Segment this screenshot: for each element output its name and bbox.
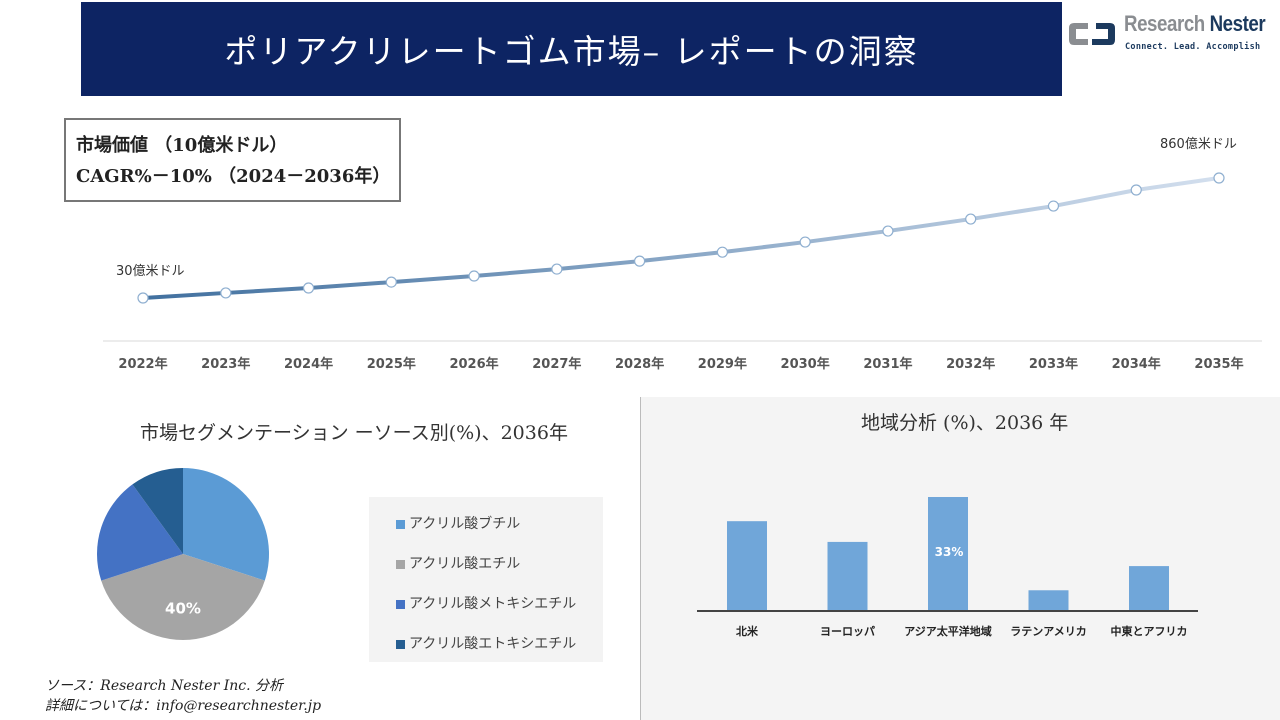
logo-name-part1: Research: [1124, 11, 1205, 36]
bar: [928, 497, 968, 611]
x-tick-label: 2023年: [201, 356, 250, 372]
legend-swatch: [396, 599, 405, 609]
research-nester-logo: Research Nester Connect. Lead. Accomplis…: [1064, 12, 1280, 60]
series-line: [142, 176, 1220, 300]
legend-label: アクリル酸ブチル: [409, 516, 521, 532]
pie-chart-title: 市場セグメンテーション ーソース別(%)、2036年: [140, 422, 568, 444]
contact-line: 詳細については：info@researchnester.jp: [45, 698, 322, 714]
legend-swatch: [396, 559, 405, 569]
regional-bar-chart: 北米 ヨーロッパ 33% アジア太平洋地域 ラテンアメリカ 中東とアフリカ: [697, 497, 1198, 638]
market-value-label: 市場価値 （10億米ドル）: [76, 135, 288, 156]
data-point: [385, 276, 397, 288]
legend-item: アクリル酸ブチル: [369, 505, 603, 543]
data-point: [965, 213, 977, 225]
x-tick-label: ラテンアメリカ: [1010, 625, 1086, 638]
data-point: [799, 236, 811, 248]
pie-slice: [97, 484, 183, 581]
x-tick-label: 2022年: [118, 356, 167, 372]
x-tick-label: 2030年: [781, 356, 830, 372]
x-tick-label: 2034年: [1112, 356, 1161, 372]
data-point: [468, 270, 480, 282]
data-point: [220, 287, 232, 299]
x-tick-label: 中東とアフリカ: [1111, 624, 1188, 638]
logo-name: Research Nester: [1124, 11, 1266, 36]
x-tick-label: 2025年: [367, 356, 416, 372]
legend-item: アクリル酸エチル: [369, 545, 603, 583]
end-value-label: 860億米ドル: [1160, 136, 1237, 152]
legend-label: アクリル酸エトキシエチル: [409, 636, 577, 652]
bar-chart-title: 地域分析 (%)、2036 年: [861, 412, 1069, 434]
source-line: ソース：Research Nester Inc. 分析: [45, 678, 284, 694]
header-banner: ポリアクリレートゴム市場– レポートの洞察: [81, 2, 1062, 96]
bar: [727, 521, 767, 611]
data-point: [716, 246, 728, 258]
legend-item: アクリル酸メトキシエチル: [369, 585, 603, 623]
pie-legend: アクリル酸ブチル アクリル酸エチルアクリル酸メトキシエチル アクリル酸エトキシエチル: [369, 497, 603, 662]
x-tick-label: 2024年: [284, 356, 333, 372]
x-tick-label: 2032年: [946, 356, 995, 372]
x-tick-label: 2027年: [532, 356, 581, 372]
x-tick-label: 2031年: [863, 356, 912, 372]
market-line-chart: 2022年 2023年 2024年 2025年 2026年 2027年 2028年 2029年…: [103, 136, 1262, 372]
x-tick-label: 2028年: [615, 356, 664, 372]
data-point: [882, 225, 894, 237]
pie-slice: [132, 468, 183, 554]
bar: [1129, 566, 1169, 611]
cagr-label: CAGR%－10% （2024－2036年）: [76, 166, 391, 187]
x-tick-label: ヨーロッパ: [820, 625, 875, 638]
pie-slice: [101, 554, 265, 640]
data-point: [634, 255, 646, 267]
bar-data-label: 33%: [935, 545, 964, 559]
data-point: [1130, 184, 1142, 196]
data-point: [302, 282, 315, 294]
source-note: ソース：Research Nester Inc. 分析 詳細については：info…: [45, 676, 321, 716]
x-tick-label: 2026年: [449, 356, 498, 372]
start-value-label: 30億米ドル: [116, 263, 185, 279]
data-point: [1213, 172, 1225, 184]
regional-panel: 地域分析 (%)、2036 年 北米 ヨーロッパ 33% アジア太平洋地域 ラテンアメリ…: [640, 397, 1280, 720]
data-point: [1047, 200, 1060, 212]
x-tick-label: 2033年: [1029, 356, 1078, 372]
legend-label: アクリル酸メトキシエチル: [409, 596, 577, 612]
pie-data-label: 40%: [165, 599, 201, 617]
legend-swatch: [396, 519, 405, 529]
x-tick-label: アジア太平洋地域: [904, 624, 992, 638]
pie-slice: [183, 468, 269, 581]
legend-swatch: [396, 639, 405, 649]
bar: [1028, 590, 1069, 611]
data-point: [137, 292, 149, 304]
x-tick-label: 2035年: [1194, 356, 1243, 372]
bar: [827, 541, 868, 611]
page-title: ポリアクリレートゴム市場– レポートの洞察: [224, 32, 919, 71]
x-tick-label: 2029年: [698, 356, 747, 372]
market-info-box: 市場価値 （10億米ドル） CAGR%－10% （2024－2036年）: [64, 118, 401, 202]
logo-mark-icon: [1069, 23, 1115, 45]
segment-pie-chart: 40%: [97, 468, 269, 640]
logo-name-part2: Nester: [1209, 11, 1266, 36]
x-tick-label: 北米: [736, 624, 759, 638]
legend-item: アクリル酸エトキシエチル: [369, 625, 603, 663]
legend-label: アクリル酸エチル: [409, 556, 521, 572]
logo-tagline: Connect. Lead. Accomplish: [1125, 42, 1261, 52]
data-point: [551, 263, 563, 275]
